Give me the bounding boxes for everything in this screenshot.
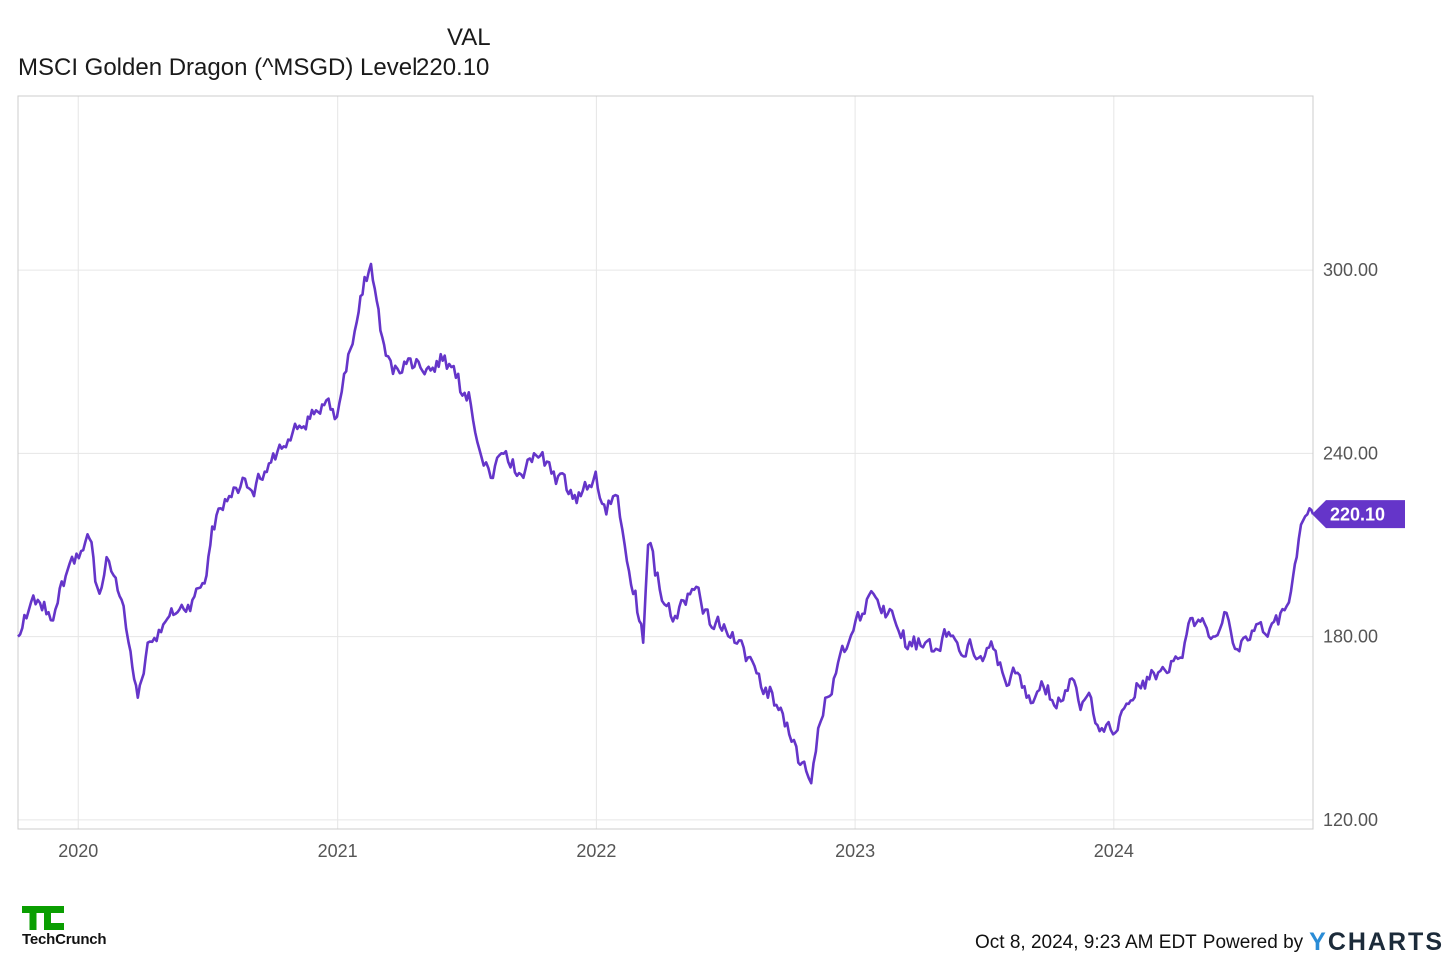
- legend-column-header: VAL: [447, 24, 491, 51]
- y-tick-label: 240.00: [1323, 443, 1378, 463]
- techcrunch-logo-icon: [22, 906, 86, 935]
- series-line: [17, 262, 1315, 785]
- plot-frame: [17, 95, 1314, 830]
- x-tick-label: 2022: [576, 841, 616, 861]
- x-tick-label: 2020: [58, 841, 98, 861]
- x-axis-ticks: 2020 2021 2022 2023 2024: [58, 841, 1134, 861]
- grid-lines: [18, 96, 1313, 829]
- footer: Oct 8, 2024, 9:23 AM EDT Powered by Y CHA…: [975, 928, 1444, 957]
- series-layer: [17, 262, 1315, 785]
- ycharts-logo[interactable]: Y CHARTS: [1309, 928, 1444, 957]
- last-value-badge-shape: [1312, 500, 1405, 529]
- techcrunch-logo-text: TechCrunch: [22, 931, 107, 948]
- ycharts-logo-y: Y: [1309, 928, 1328, 956]
- last-value-badge: 220.10: [1312, 500, 1405, 529]
- x-tick-label: 2021: [318, 841, 358, 861]
- x-tick-label: 2024: [1094, 841, 1134, 861]
- legend-series-value: 220.10: [416, 54, 490, 81]
- y-tick-label: 180.00: [1323, 627, 1378, 647]
- y-tick-label: 300.00: [1323, 260, 1378, 280]
- chart-timestamp: Oct 8, 2024, 9:23 AM EDT: [975, 931, 1197, 953]
- legend-series-label: MSCI Golden Dragon (^MSGD) Level: [18, 54, 418, 81]
- y-tick-label: 120.00: [1323, 810, 1378, 830]
- last-value-badge-label: 220.10: [1330, 505, 1385, 525]
- powered-by-text: Powered by: [1202, 931, 1304, 953]
- y-axis-ticks: 120.00 180.00 240.00 300.00: [1323, 260, 1378, 830]
- x-tick-label: 2023: [835, 841, 875, 861]
- ycharts-logo-rest: CHARTS: [1327, 928, 1444, 956]
